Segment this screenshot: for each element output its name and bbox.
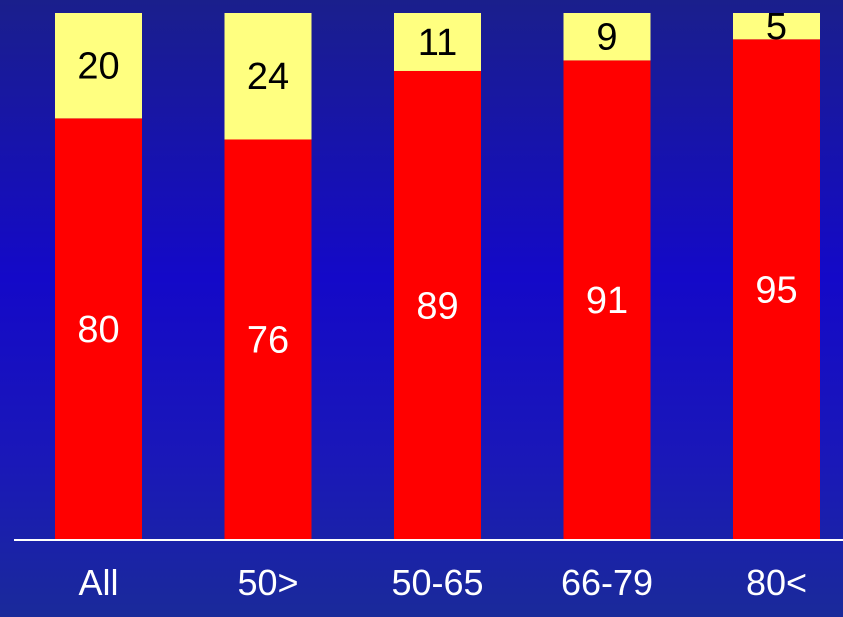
bar-segment-bottom-50>	[224, 139, 312, 541]
data-label-bottom-66-79: 91	[586, 280, 628, 322]
data-label-bottom-All: 80	[77, 309, 119, 351]
bar-segment-top-50-65	[394, 13, 481, 71]
bars-group: 80 20 76 24 89 11 91 9 95 5	[55, 6, 820, 541]
data-label-top-80<: 5	[766, 6, 787, 48]
bar-segment-bottom-80<	[733, 39, 820, 540]
bar-segment-top-66-79	[563, 13, 651, 61]
data-label-top-66-79: 9	[596, 17, 617, 59]
x-tick-label-66-79: 66-79	[561, 562, 653, 603]
data-label-bottom-80<: 95	[755, 270, 797, 312]
x-tick-labels: All 50> 50-65 66-79 80<	[78, 562, 807, 603]
bar-segment-bottom-66-79	[563, 60, 651, 541]
x-tick-label-50-65: 50-65	[391, 562, 483, 603]
data-label-top-All: 20	[77, 46, 119, 88]
data-label-bottom-50>: 76	[247, 320, 289, 362]
data-label-bottom-50-65: 89	[416, 285, 458, 327]
bar-segment-bottom-All	[55, 118, 142, 541]
x-tick-label-80<: 80<	[746, 562, 807, 603]
data-label-top-50>: 24	[247, 56, 289, 98]
bar-segment-top-All	[55, 13, 142, 119]
x-tick-label-50>: 50>	[237, 562, 298, 603]
bar-segment-top-50>	[224, 13, 312, 140]
data-label-top-50-65: 11	[418, 22, 457, 64]
bar-segment-top-80<	[733, 13, 820, 40]
bar-segment-bottom-50-65	[394, 70, 481, 540]
x-tick-label-All: All	[78, 562, 118, 603]
